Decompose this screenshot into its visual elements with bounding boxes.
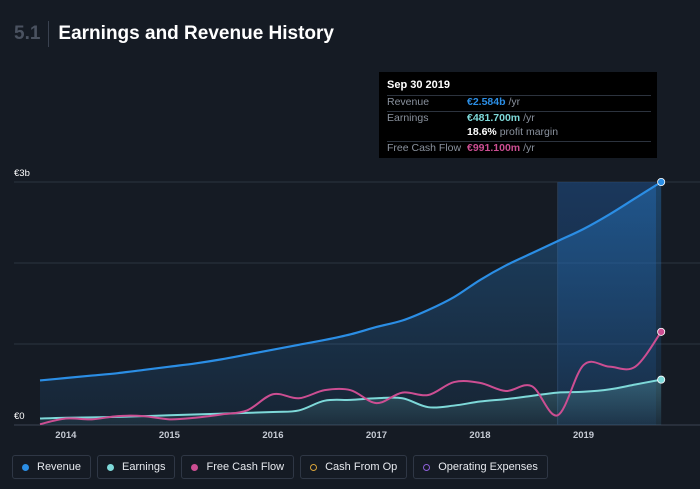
legend-cash-from-op[interactable]: Cash From Op: [300, 455, 408, 479]
chart-legend: Revenue Earnings Free Cash Flow Cash Fro…: [12, 455, 548, 479]
revenue-dot-icon: [22, 463, 29, 471]
tooltip-date: Sep 30 2019: [387, 79, 450, 91]
tooltip-fcf-unit: /yr: [523, 142, 535, 154]
free-cash-flow-end-point: [657, 327, 666, 336]
y-tick-label: €3b: [14, 168, 30, 179]
legend-operating-expenses-label: Operating Expenses: [438, 461, 538, 473]
tooltip: Sep 30 2019 Revenue €2.584b /yr Earnings…: [379, 72, 657, 158]
header-divider: [48, 21, 50, 47]
legend-cash-from-op-label: Cash From Op: [325, 461, 398, 473]
legend-earnings[interactable]: Earnings: [97, 455, 176, 479]
legend-free-cash-flow-label: Free Cash Flow: [206, 461, 285, 473]
tooltip-revenue-amount: €2.584b: [467, 96, 506, 108]
tooltip-fcf-amount: €991.100m: [467, 142, 521, 154]
legend-earnings-label: Earnings: [122, 461, 166, 473]
earnings-area: [40, 379, 662, 425]
cash-from-op-circle-icon: [310, 463, 318, 471]
tooltip-margin-text: profit margin: [499, 126, 559, 138]
operating-expenses-circle-icon: [423, 463, 431, 471]
tooltip-margin-value: 18.6%: [467, 126, 497, 138]
legend-revenue-label: Revenue: [37, 461, 82, 473]
tooltip-revenue-value: €2.584b /yr: [467, 96, 520, 108]
tooltip-earnings-value: €481.700m /yr: [467, 112, 535, 124]
earnings-line: [39, 378, 662, 420]
tooltip-earnings-label: Earnings: [387, 112, 429, 124]
legend-free-cash-flow[interactable]: Free Cash Flow: [181, 455, 295, 479]
legend-revenue[interactable]: Revenue: [12, 455, 92, 479]
x-tick-label: 2019: [573, 430, 594, 441]
tooltip-earnings-row: Earnings €481.700m /yr: [387, 112, 651, 127]
tooltip-earnings-amount: €481.700m: [467, 112, 521, 124]
tooltip-revenue-label: Revenue: [387, 96, 430, 108]
x-tick-label: 2015: [159, 430, 181, 441]
y-tick-label: €0: [14, 411, 25, 422]
tooltip-margin-row: 18.6% profit margin: [387, 126, 651, 141]
tooltip-revenue-unit: /yr: [508, 96, 521, 108]
tooltip-margin: 18.6% profit margin: [467, 126, 558, 138]
free-cash-flow-dot-icon: [191, 463, 199, 471]
x-tick-label: 2016: [262, 430, 283, 441]
section-header: 5.1 Earnings and Revenue History: [14, 20, 334, 48]
tooltip-divider: [387, 141, 651, 142]
revenue-line: [39, 181, 662, 382]
x-tick-label: 2017: [366, 430, 387, 441]
tooltip-divider: [387, 95, 651, 96]
tooltip-fcf-row: Free Cash Flow €991.100m /yr: [387, 142, 651, 157]
tooltip-fcf-label: Free Cash Flow: [387, 142, 462, 154]
revenue-end-point: [657, 177, 666, 186]
free-cash-flow-line: [39, 331, 662, 426]
x-tick-label: 2014: [55, 430, 77, 441]
tooltip-fcf-value: €991.100m /yr: [467, 142, 535, 154]
section-number: 5.1: [14, 23, 41, 44]
tooltip-revenue-row: Revenue €2.584b /yr: [387, 96, 651, 111]
x-tick-label: 2018: [469, 430, 490, 441]
chart-title: Earnings and Revenue History: [58, 23, 334, 44]
earnings-dot-icon: [107, 463, 115, 471]
legend-operating-expenses[interactable]: Operating Expenses: [413, 455, 548, 479]
tooltip-earnings-unit: /yr: [523, 112, 535, 124]
tooltip-divider: [387, 111, 651, 112]
earnings-end-point: [657, 375, 666, 384]
